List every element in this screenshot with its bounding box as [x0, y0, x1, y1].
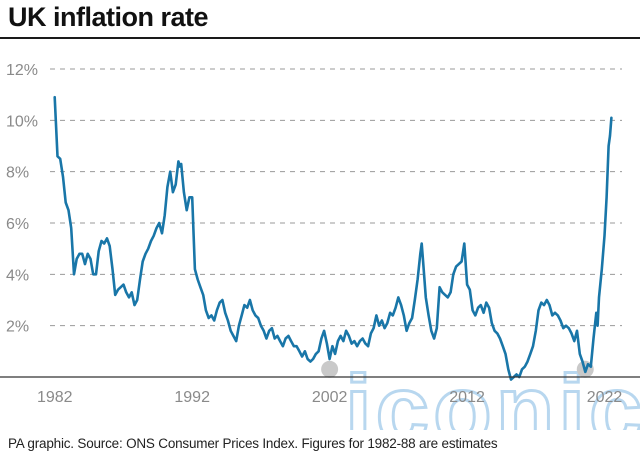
y-tick-label: 10% — [6, 113, 38, 130]
chart-title: UK inflation rate — [8, 2, 209, 32]
x-tick-label: 2002 — [312, 389, 348, 406]
grid-lines — [50, 68, 622, 327]
y-axis-ticks: 2% 4% 6% 8% 10% 12% — [6, 62, 38, 336]
y-tick-label: 8% — [6, 165, 29, 182]
x-axis-ticks: 1982 1992 2002 2012 2022 — [37, 389, 622, 406]
y-tick-label: 2% — [6, 319, 29, 336]
source-note: PA graphic. Source: ONS Consumer Prices … — [8, 436, 498, 451]
x-tick-label: 2022 — [587, 389, 623, 406]
title-rule — [0, 37, 640, 39]
x-tick-label: 1982 — [37, 389, 73, 406]
y-tick-label: 6% — [6, 216, 29, 233]
series-layer — [53, 95, 613, 381]
inflation-series-line — [53, 95, 613, 381]
x-tick-label: 1992 — [174, 389, 210, 406]
inflation-line-chart: 2%4%6%8%10%12% iconic 1982 1992 2002 2012 20… — [0, 62, 640, 430]
x-tick-label: 2012 — [449, 389, 485, 406]
y-tick-label: 12% — [6, 62, 38, 79]
highlight-marker — [321, 360, 339, 378]
y-tick-label: 4% — [6, 267, 29, 284]
